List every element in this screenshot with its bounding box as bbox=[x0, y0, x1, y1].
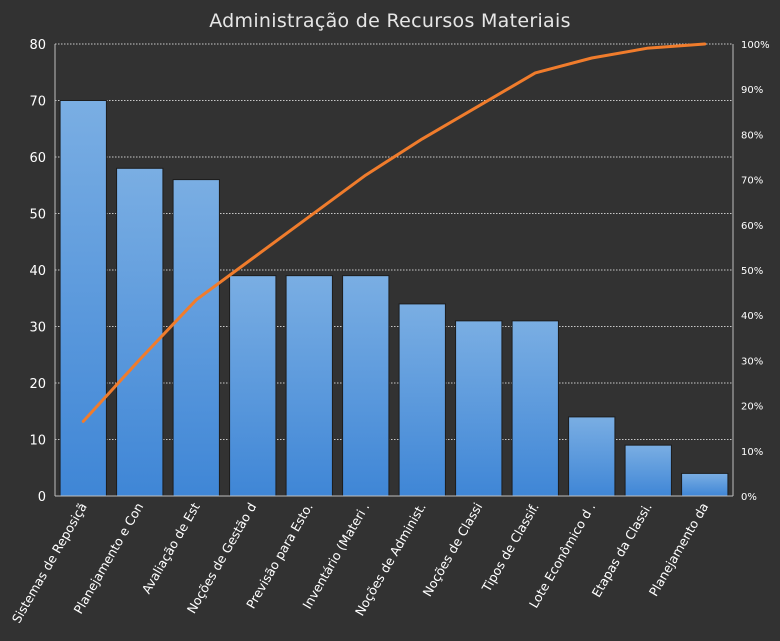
gridlines bbox=[55, 43, 733, 440]
y2-tick-label: 40% bbox=[741, 311, 763, 322]
bar bbox=[229, 275, 277, 497]
y2-tick-label: 20% bbox=[741, 402, 763, 413]
bar bbox=[455, 320, 503, 497]
y-tick-label: 10 bbox=[29, 434, 46, 449]
y2-tick-label: 80% bbox=[741, 130, 763, 141]
x-tick-label: Etapas da Classi. bbox=[589, 500, 655, 600]
bar bbox=[285, 275, 333, 497]
y-tick-label: 0 bbox=[38, 490, 46, 505]
y-axis-right: 0% 10% 20% 30% 40% 50% 60% 70% 80% 90% 100% bbox=[732, 40, 770, 503]
bar bbox=[59, 100, 107, 497]
y2-tick-label: 10% bbox=[741, 447, 763, 458]
y-tick-label: 20 bbox=[29, 377, 46, 392]
y-tick-label: 40 bbox=[29, 264, 46, 279]
x-tick-label: Tipos de Classif. bbox=[478, 500, 542, 595]
bar bbox=[681, 472, 729, 497]
cumulative-percent-line bbox=[81, 42, 707, 423]
y2-tick-label: 100% bbox=[741, 40, 770, 51]
y2-tick-label: 70% bbox=[741, 176, 763, 187]
chart-title: Administração de Recursos Materiais bbox=[209, 10, 571, 32]
y-tick-label: 70 bbox=[29, 95, 46, 110]
y-tick-label: 80 bbox=[29, 38, 46, 53]
y-tick-label: 30 bbox=[29, 321, 46, 336]
cumulative-line bbox=[81, 42, 707, 423]
y-axis-left: 0 10 20 30 40 50 60 70 80 bbox=[29, 38, 56, 505]
bar bbox=[568, 416, 616, 497]
bar bbox=[511, 320, 559, 497]
bar bbox=[116, 167, 164, 497]
y2-tick-label: 60% bbox=[741, 221, 763, 232]
y-tick-label: 60 bbox=[29, 151, 46, 166]
y2-tick-label: 30% bbox=[741, 356, 763, 367]
bar bbox=[624, 444, 672, 497]
y2-tick-label: 90% bbox=[741, 85, 763, 96]
bar bbox=[398, 303, 446, 497]
bar bbox=[172, 179, 220, 497]
x-tick-label: Lote Econômico d . bbox=[526, 500, 598, 611]
y2-tick-label: 50% bbox=[741, 266, 763, 277]
y-tick-label: 50 bbox=[29, 208, 46, 223]
x-tick-label: Noções de Classi bbox=[420, 500, 486, 599]
y2-tick-label: 0% bbox=[741, 492, 757, 503]
bar bbox=[342, 275, 390, 497]
x-tick-label: Avaliação de Est bbox=[139, 500, 203, 596]
x-tick-label: Planejamento da bbox=[646, 500, 712, 599]
bars bbox=[59, 100, 729, 497]
